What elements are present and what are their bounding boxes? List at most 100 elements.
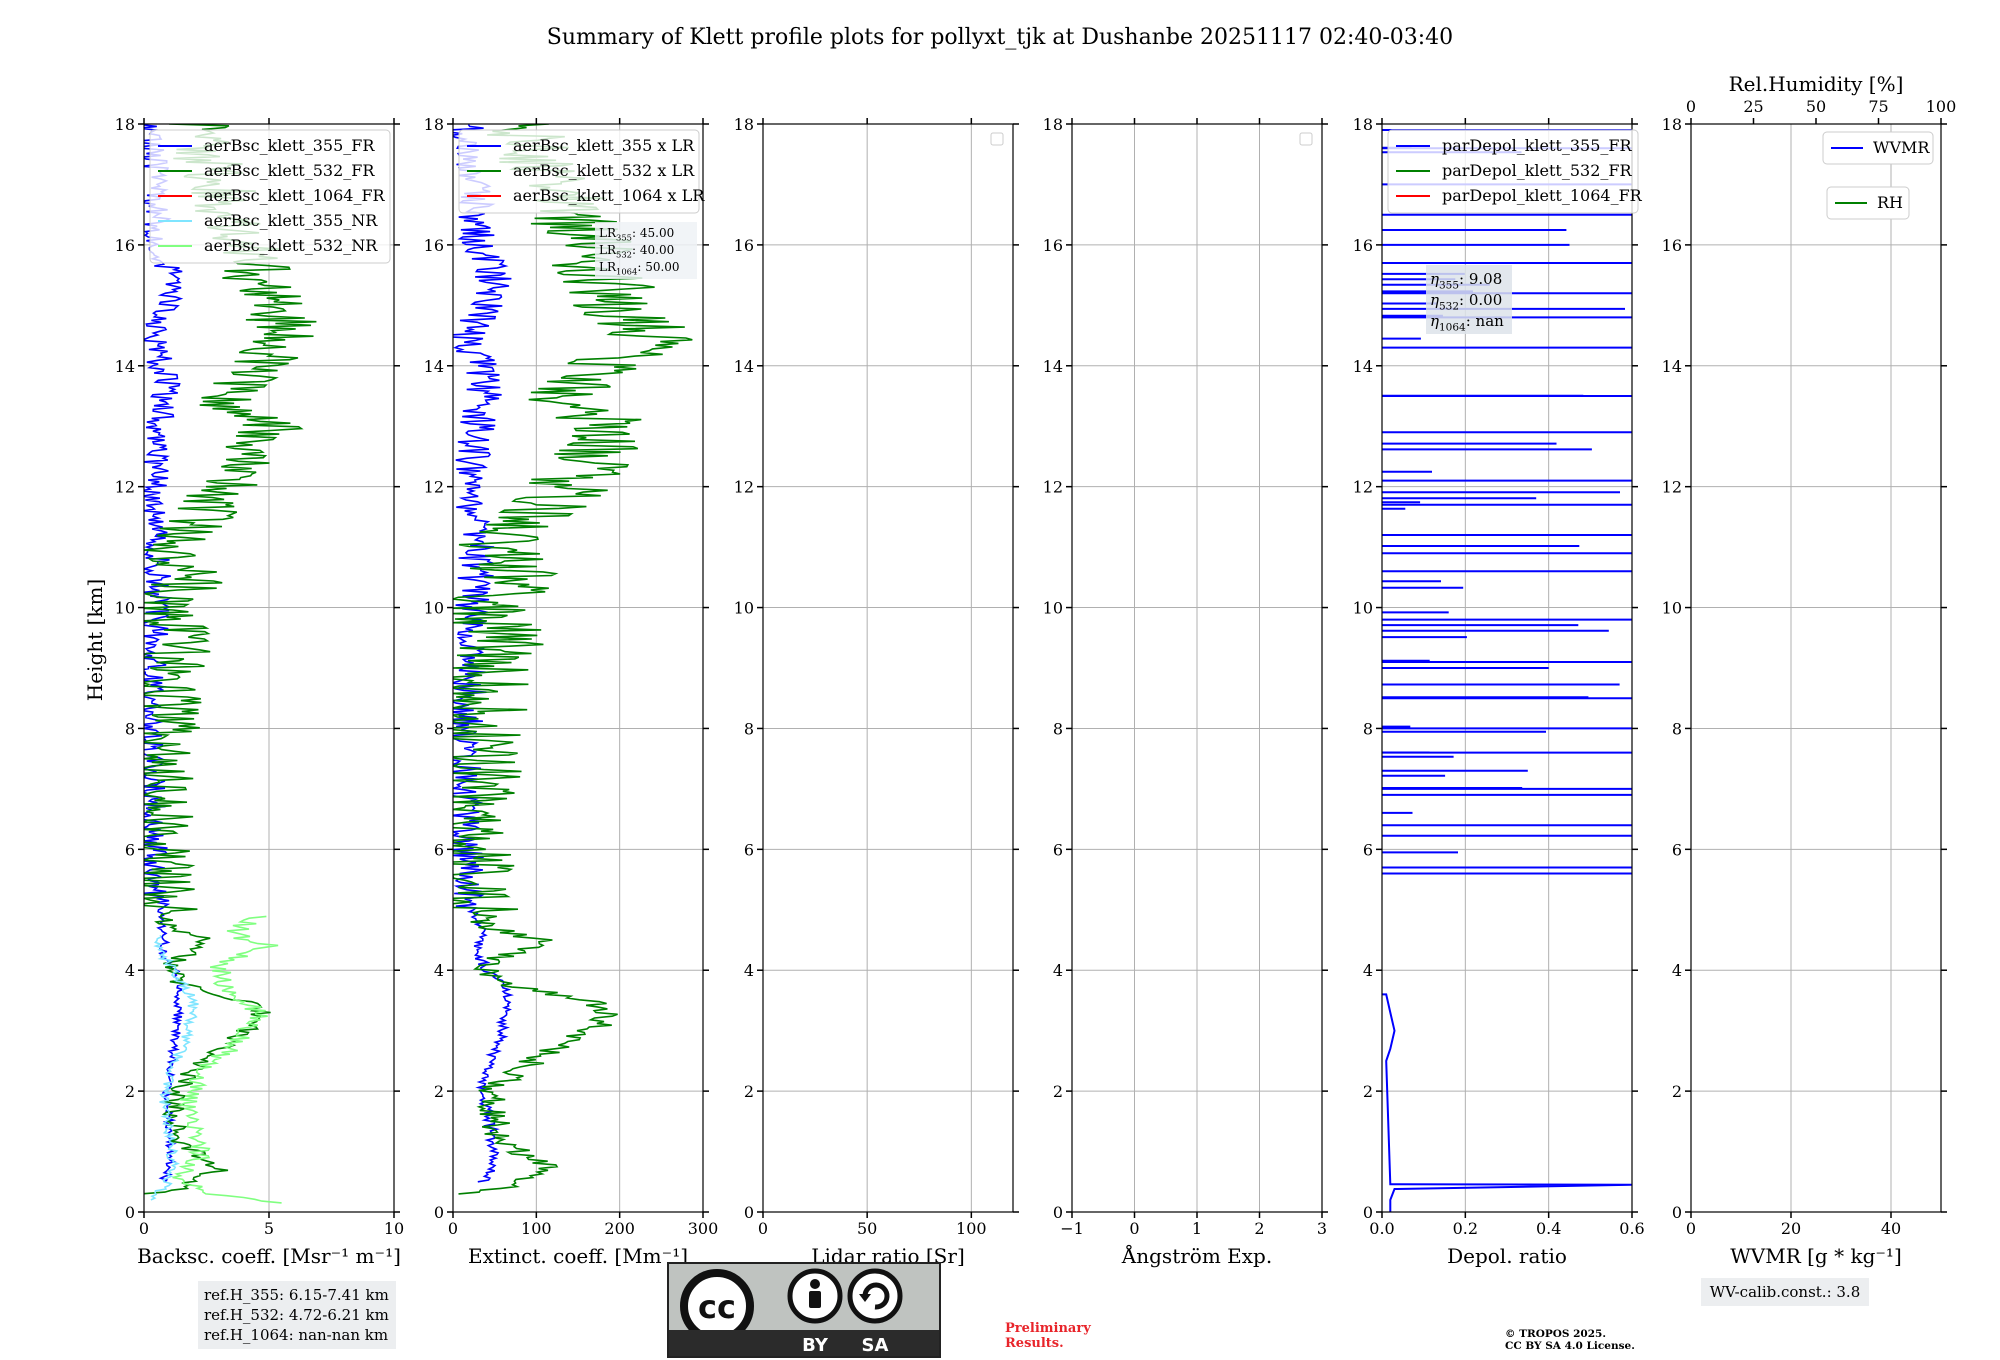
annotation-line: LR355: 45.00 <box>599 226 674 243</box>
copyright-line-1: © TROPOS 2025. <box>1505 1328 1607 1340</box>
y-tick-label: 18 <box>424 115 444 134</box>
legend-label: aerBsc_klett_355_FR <box>204 136 375 155</box>
y-tick-label: 16 <box>1353 236 1373 255</box>
x-axis-label: Ångström Exp. <box>1121 1243 1272 1268</box>
y-tick-label: 6 <box>434 840 444 859</box>
empty-legend-box <box>1299 132 1313 146</box>
y-tick-label: 0 <box>1363 1203 1373 1222</box>
axes-frame <box>452 123 704 1213</box>
x-tick-label: 2 <box>1254 1219 1264 1238</box>
y-tick-label: 0 <box>1672 1203 1682 1222</box>
legend-label: WVMR <box>1873 138 1930 157</box>
cc-sa-label: SA <box>862 1335 889 1356</box>
y-tick-label: 14 <box>1043 357 1063 376</box>
y-tick-label: 6 <box>125 840 135 859</box>
y-tick-label: 8 <box>125 719 135 738</box>
y-tick-label: 12 <box>1043 478 1063 497</box>
y-tick-label: 8 <box>434 719 444 738</box>
y-tick-label: 16 <box>734 236 754 255</box>
x-tick-label: 0.0 <box>1369 1219 1394 1238</box>
y-tick-label: 18 <box>1353 115 1373 134</box>
series-aerBsc_klett_532_FR <box>144 124 317 1195</box>
y-tick-label: 18 <box>1662 115 1682 134</box>
y-tick-label: 6 <box>1363 840 1373 859</box>
wv-calib-text: WV-calib.const.: 3.8 <box>1709 1283 1861 1301</box>
legend-box <box>458 129 700 214</box>
y-tick-label: 12 <box>424 478 444 497</box>
x-axis-label: Backsc. coeff. [Msr⁻¹ m⁻¹] <box>137 1244 401 1268</box>
preliminary-note: Preliminary Results. <box>1005 1321 1091 1351</box>
wv-calib-box: WV-calib.const.: 3.8 <box>1701 1278 1869 1306</box>
y-tick-label: 10 <box>424 599 444 618</box>
ref-height-532: ref.H_532: 4.72-6.21 km <box>204 1306 389 1324</box>
y-tick-label: 8 <box>1672 719 1682 738</box>
y-tick-label: 8 <box>1363 719 1373 738</box>
series-aerBsc_klett_532_NR <box>172 915 282 1204</box>
x-axis-label: WVMR [g * kg⁻¹] <box>1730 1244 1902 1268</box>
sa-share-icon <box>847 1268 903 1324</box>
legend: WVMR RH <box>1822 131 1934 220</box>
legend-label: aerBsc_klett_532 x LR <box>513 161 695 180</box>
y-tick-label: 4 <box>744 961 754 980</box>
series-group <box>144 124 317 1204</box>
y-tick-label: 4 <box>434 961 444 980</box>
y-tick-label: 14 <box>1662 357 1682 376</box>
top-x-tick-label: 75 <box>1868 97 1888 116</box>
x-axis-label: Extinct. coeff. [Mm⁻¹] <box>468 1244 688 1268</box>
x-tick-label: 200 <box>604 1219 635 1238</box>
x-tick-label: 0.2 <box>1453 1219 1478 1238</box>
x-tick-label: 40 <box>1881 1219 1901 1238</box>
top-x-tick-label: 100 <box>1926 97 1957 116</box>
annotation-line: LR1064: 50.00 <box>599 260 680 277</box>
x-tick-label: 0 <box>1686 1219 1696 1238</box>
y-tick-label: 10 <box>1353 599 1373 618</box>
legend-label: aerBsc_klett_355 x LR <box>513 136 695 155</box>
y-tick-label: 18 <box>1043 115 1063 134</box>
y-tick-label: 8 <box>744 719 754 738</box>
series-aerBsc_klett_355_NR <box>150 934 199 1201</box>
top-x-tick-label: 0 <box>1686 97 1696 116</box>
x-tick-label: 20 <box>1781 1219 1801 1238</box>
y-tick-label: 18 <box>115 115 135 134</box>
y-tick-label: 12 <box>1353 478 1373 497</box>
legend: parDepol_klett_355_FR parDepol_klett_532_… <box>1387 129 1643 214</box>
x-tick-label: 3 <box>1317 1219 1327 1238</box>
y-tick-label: 16 <box>1662 236 1682 255</box>
annotation-line: LR532: 40.00 <box>599 243 674 260</box>
legend: aerBsc_klett_355 x LR aerBsc_klett_532 x … <box>458 129 705 214</box>
annotation-bg <box>595 222 697 279</box>
y-tick-label: 12 <box>1662 478 1682 497</box>
y-tick-label: 16 <box>115 236 135 255</box>
legend-box <box>1387 129 1639 214</box>
y-tick-label: 8 <box>1053 719 1063 738</box>
y-tick-label: 2 <box>434 1082 444 1101</box>
copyright-note: © TROPOS 2025. CC BY SA 4.0 License. <box>1505 1328 1635 1352</box>
y-tick-label: 6 <box>744 840 754 859</box>
x-tick-label: 300 <box>688 1219 719 1238</box>
y-tick-label: 0 <box>434 1203 444 1222</box>
legend-box <box>1822 131 1934 165</box>
y-tick-label: 2 <box>744 1082 754 1101</box>
svg-text:cc: cc <box>698 1288 736 1326</box>
legend-label: parDepol_klett_355_FR <box>1442 136 1633 155</box>
preliminary-line-1: Preliminary <box>1005 1321 1091 1336</box>
ref-height-355: ref.H_355: 6.15-7.41 km <box>204 1286 389 1304</box>
y-tick-label: 14 <box>1353 357 1373 376</box>
panel-5: 0 2 4 6 8 10 12 14 16 18 0.0 0.2 0.4 0.6 Depol. ratio p… <box>1353 115 1645 1268</box>
x-tick-label: 10 <box>384 1219 404 1238</box>
cc-license-badge[interactable]: cc BY SA <box>667 1262 941 1358</box>
x-axis-label: Depol. ratio <box>1447 1244 1567 1268</box>
x-tick-label: 0.4 <box>1536 1219 1561 1238</box>
reference-height-box: ref.H_355: 6.15-7.41 km ref.H_532: 4.72-… <box>198 1281 396 1349</box>
y-tick-label: 18 <box>734 115 754 134</box>
x-tick-label: 0.6 <box>1619 1219 1644 1238</box>
top-x-tick-label: 25 <box>1743 97 1763 116</box>
y-tick-label: 16 <box>424 236 444 255</box>
x-tick-label: 0 <box>139 1219 149 1238</box>
legend-label: aerBsc_klett_1064_FR <box>204 186 386 205</box>
